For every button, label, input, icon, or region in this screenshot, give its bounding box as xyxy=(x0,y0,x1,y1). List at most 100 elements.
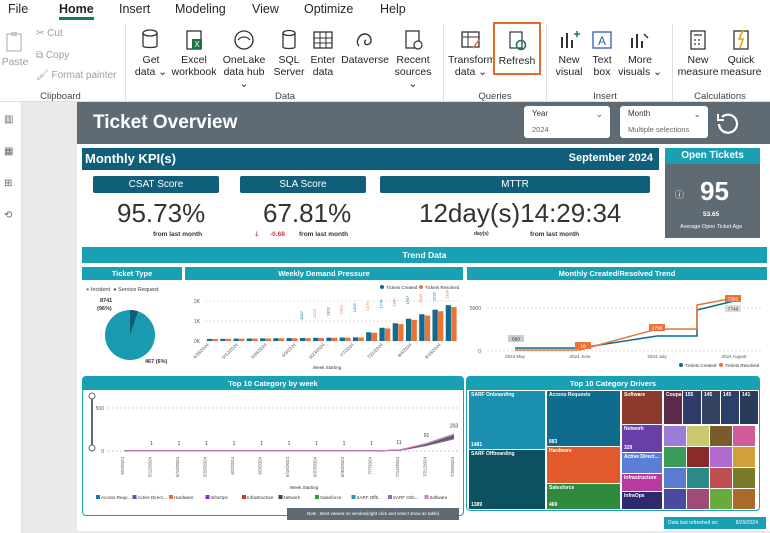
treemap-minor-tile[interactable] xyxy=(710,447,732,467)
treemap-tile-label: Active Direct... xyxy=(624,454,659,460)
treemap-minor-tile[interactable] xyxy=(687,447,709,467)
refresh-icon xyxy=(509,31,527,51)
treemap-small-label: Coupa xyxy=(666,392,682,398)
legend-label: SARF Onb... xyxy=(393,495,419,500)
treemap-minor-tile[interactable] xyxy=(710,489,732,509)
treemap-minor-tile[interactable] xyxy=(687,468,709,488)
data-label: 1 xyxy=(178,441,181,447)
treemap-minor-tile[interactable] xyxy=(733,468,755,488)
reset-icon[interactable] xyxy=(713,109,741,137)
data-label: 11 xyxy=(396,440,401,446)
bar-chart-icon xyxy=(561,31,580,48)
excel-workbook-button[interactable]: X Excel workbook xyxy=(169,28,219,78)
bar-resolved xyxy=(358,337,364,341)
onelake-button[interactable]: OneLake data hub ⌄ xyxy=(218,28,270,90)
paste-button[interactable]: Paste xyxy=(0,30,30,68)
month-slicer[interactable]: Month ⌄ Multiple selections xyxy=(620,106,708,138)
treemap-tile-value: 1389 xyxy=(471,502,483,508)
x-tick-label: 7/7/2024 xyxy=(339,342,355,358)
treemap-tile[interactable]: SARF Offboarding 1389 xyxy=(469,450,545,509)
format-painter-button[interactable]: 🖌 Format painter xyxy=(36,70,117,81)
bar-resolved xyxy=(292,338,298,341)
treemap-minor-tile[interactable] xyxy=(664,468,686,488)
treemap-tile[interactable]: Network 329 xyxy=(622,425,662,452)
transform-icon xyxy=(461,31,480,49)
menu-optimize[interactable]: Optimize xyxy=(304,2,354,16)
more-visuals-button[interactable]: More visuals ⌄ xyxy=(618,28,662,78)
mttr-label: MTTR xyxy=(380,176,650,193)
x-tick-label: 6/16/2024 xyxy=(285,457,290,478)
treemap-small-tile[interactable]: Coupa xyxy=(664,391,682,424)
svg-text:X: X xyxy=(194,40,200,49)
data-label: 1 xyxy=(315,441,318,447)
sql-server-button[interactable]: SQL Server xyxy=(272,28,306,78)
menu-bar: File Home Insert Modeling View Optimize … xyxy=(0,0,770,20)
menu-modeling[interactable]: Modeling xyxy=(175,2,226,16)
treemap-tile-label: Software xyxy=(624,392,646,398)
treemap-minor-tile[interactable] xyxy=(710,468,732,488)
new-measure-button[interactable]: New measure xyxy=(677,28,719,78)
cut-button[interactable]: ✂ Cut xyxy=(36,28,63,39)
treemap-tile-value: 329 xyxy=(624,445,633,451)
mttr-value: 12day(s)14:29:34 xyxy=(419,198,622,228)
menu-home[interactable]: Home xyxy=(59,2,94,20)
dax-query-icon[interactable]: ⟲ xyxy=(4,210,13,221)
bar-created xyxy=(366,332,372,341)
treemap-tile-label: Hardware xyxy=(549,448,572,454)
treemap-tile[interactable]: Salesforce 469 xyxy=(547,484,620,509)
transform-data-button[interactable]: Transform data ⌄ xyxy=(448,28,495,78)
dataverse-button[interactable]: Dataverse xyxy=(340,28,390,66)
text-box-button[interactable]: A Text box xyxy=(588,28,616,78)
treemap-minor-tile[interactable] xyxy=(733,447,755,467)
table-view-icon[interactable]: ▦ xyxy=(4,146,14,157)
refresh-button[interactable]: Refresh xyxy=(493,22,541,75)
y-tick-label: 0 xyxy=(101,449,104,455)
treemap-tile[interactable]: Infrastructure xyxy=(622,474,662,491)
get-data-button[interactable]: Get data ⌄ xyxy=(133,28,169,78)
treemap-minor-tile[interactable] xyxy=(664,426,686,446)
treemap-small-tile[interactable]: 141 xyxy=(740,391,758,424)
menu-help[interactable]: Help xyxy=(380,2,406,16)
recent-sources-button[interactable]: Recent sources ⌄ xyxy=(390,28,436,90)
kpi-month: September 2024 xyxy=(568,152,653,164)
top10-drivers-title: Top 10 Category Drivers xyxy=(467,377,759,390)
treemap-small-tile[interactable]: 145 xyxy=(721,391,739,424)
copy-button[interactable]: ⧉ Copy xyxy=(36,50,70,61)
treemap-tile[interactable]: Hardware xyxy=(547,447,620,483)
data-label: 1 xyxy=(233,441,236,447)
menu-view[interactable]: View xyxy=(252,2,279,16)
treemap-minor-tile[interactable] xyxy=(664,447,686,467)
treemap-minor-tile[interactable] xyxy=(687,426,709,446)
enter-data-button[interactable]: Enter data xyxy=(307,28,339,78)
treemap-tile[interactable]: Active Direct... xyxy=(622,453,662,473)
treemap-tile[interactable]: Software xyxy=(622,391,662,424)
model-view-icon[interactable]: ⊞ xyxy=(4,178,13,189)
csat-value: 95.73% xyxy=(117,198,206,228)
x-tick-label: 6/23/2024 xyxy=(313,457,318,478)
x-tick-label: 2024 June xyxy=(569,354,591,359)
treemap-minor-tile[interactable] xyxy=(733,426,755,446)
menu-file[interactable]: File xyxy=(8,2,29,16)
treemap-tile-label: SARF Onboarding xyxy=(471,392,515,398)
treemap-tile[interactable]: SARF Onboarding 1481 xyxy=(469,391,545,449)
top10-drivers-treemap: SARF Onboarding 1481 SARF Offboarding 1389 A… xyxy=(469,391,758,509)
treemap-tile[interactable]: Access Requests 883 xyxy=(547,391,620,446)
report-view-icon[interactable]: ▥ xyxy=(4,114,14,125)
bar-value-label: 1226 xyxy=(312,308,317,318)
menu-insert[interactable]: Insert xyxy=(119,2,151,16)
treemap-minor-tile[interactable] xyxy=(664,489,686,509)
treemap-minor-tile[interactable] xyxy=(687,489,709,509)
treemap-small-tile[interactable]: 155 xyxy=(683,391,701,424)
monthly-trend-chart: 0 5000 560 18 1796 7361 7746 2024 May 2024 June 2… xyxy=(470,295,762,368)
treemap-minor-tile[interactable] xyxy=(733,489,755,509)
treemap-minor-tile[interactable] xyxy=(710,426,732,446)
x-tick-label: 2024 May xyxy=(505,354,526,359)
bar-created xyxy=(392,323,398,341)
new-visual-button[interactable]: New visual xyxy=(552,28,586,78)
quick-measure-button[interactable]: Quick measure xyxy=(720,28,762,78)
treemap-tile[interactable]: InfraOps xyxy=(622,492,662,509)
treemap-small-tile[interactable]: 145 xyxy=(702,391,720,424)
treemap-small-label: 155 xyxy=(685,392,694,398)
year-slicer[interactable]: Year ⌄ 2024 xyxy=(524,106,610,138)
x-tick-label: 8/18/2024 xyxy=(424,342,442,360)
